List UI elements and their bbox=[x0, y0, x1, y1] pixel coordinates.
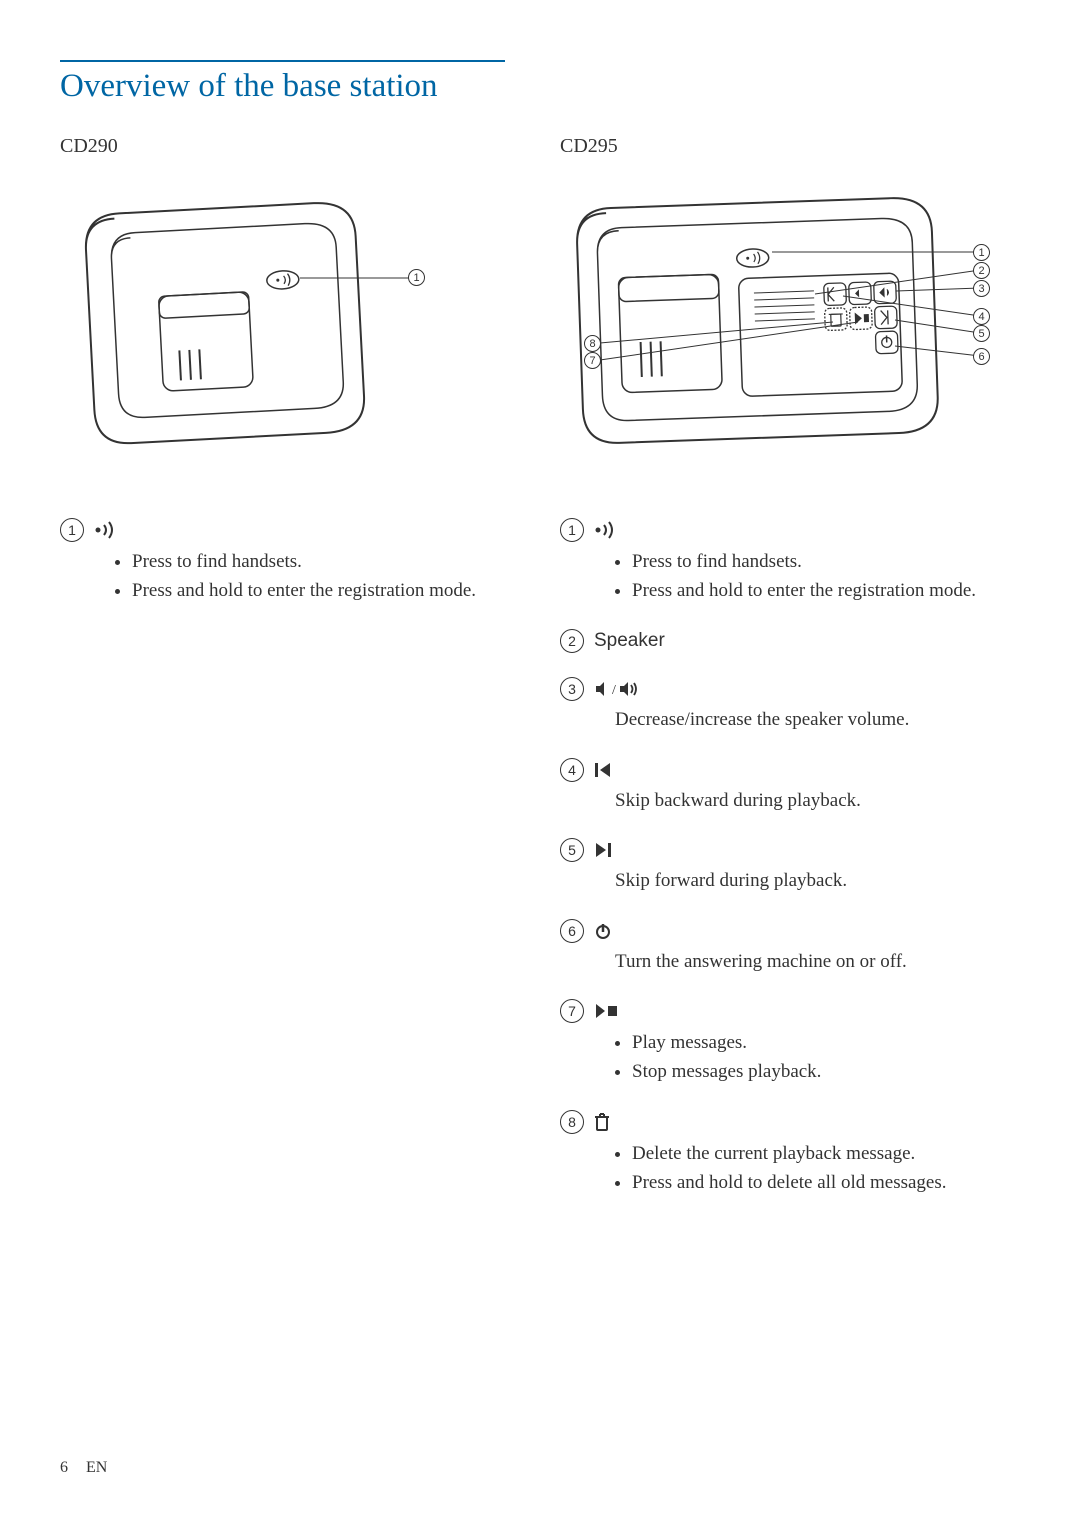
cd290-item-1-bullet-0: Press to find handsets. bbox=[132, 548, 520, 577]
cd295-item-1-bullet-0: Press to find handsets. bbox=[632, 548, 1020, 577]
cd295-c5: 5 bbox=[973, 325, 990, 342]
cd295-item-8: 8 Delete the current playback message. P… bbox=[560, 1110, 1020, 1197]
cd290-item-1-bullet-1: Press and hold to enter the registration… bbox=[132, 577, 520, 606]
cd295-item-3: 3 / Decrease/increase the speaker volum bbox=[560, 677, 1020, 734]
cd295-diagram: 1 2 3 4 5 6 8 7 bbox=[560, 178, 1020, 478]
cd295-c2: 2 bbox=[973, 262, 990, 279]
cd295-item-3-desc: Decrease/increase the speaker volume. bbox=[615, 707, 1020, 734]
cd295-item-4-desc: Skip backward during playback. bbox=[615, 788, 1020, 815]
num-circle: 2 bbox=[560, 629, 584, 653]
cd295-item-7: 7 Play messages. Stop messages playback. bbox=[560, 999, 1020, 1086]
paging-icon bbox=[594, 521, 618, 539]
cd295-c7: 7 bbox=[584, 352, 601, 369]
lang-code: EN bbox=[86, 1459, 107, 1476]
footer: 6 EN bbox=[60, 1459, 107, 1477]
cd295-item-7-bullet-0: Play messages. bbox=[632, 1029, 1020, 1058]
num-circle: 3 bbox=[560, 677, 584, 701]
num-circle: 4 bbox=[560, 758, 584, 782]
num-circle: 5 bbox=[560, 838, 584, 862]
cd295-item-8-bullet-1: Press and hold to delete all old message… bbox=[632, 1169, 1020, 1198]
cd295-item-6-desc: Turn the answering machine on or off. bbox=[615, 949, 1020, 976]
cd295-item-2: 2 Speaker bbox=[560, 629, 1020, 653]
cd295-item-6: 6 Turn the answering machine on or off. bbox=[560, 919, 1020, 976]
skip-fwd-icon bbox=[594, 841, 612, 859]
cd290-callout-1: 1 bbox=[408, 269, 425, 286]
num-circle: 1 bbox=[560, 518, 584, 542]
volume-icon: / bbox=[594, 680, 638, 698]
num-circle: 7 bbox=[560, 999, 584, 1023]
cd295-c6: 6 bbox=[973, 348, 990, 365]
speaker-label: Speaker bbox=[594, 630, 665, 652]
cd295-c3: 3 bbox=[973, 280, 990, 297]
cd295-item-1-bullet-1: Press and hold to enter the registration… bbox=[632, 577, 1020, 606]
cd290-diagram: 1 bbox=[60, 178, 520, 478]
num-circle: 8 bbox=[560, 1110, 584, 1134]
num-circle: 1 bbox=[60, 518, 84, 542]
cd295-item-1: 1 Press to find handsets. Press and hold… bbox=[560, 518, 1020, 605]
cd295-item-7-bullet-1: Stop messages playback. bbox=[632, 1058, 1020, 1087]
page-number: 6 bbox=[60, 1459, 68, 1476]
title-rule bbox=[60, 60, 505, 62]
cd295-c4: 4 bbox=[973, 308, 990, 325]
cd295-item-5: 5 Skip forward during playback. bbox=[560, 838, 1020, 895]
num-circle: 6 bbox=[560, 919, 584, 943]
cd295-item-8-bullet-0: Delete the current playback message. bbox=[632, 1140, 1020, 1169]
cd295-heading: CD295 bbox=[560, 135, 1020, 158]
paging-icon bbox=[94, 521, 118, 539]
skip-back-icon bbox=[594, 761, 612, 779]
power-icon bbox=[594, 922, 612, 940]
cd295-item-4: 4 Skip backward during playback. bbox=[560, 758, 1020, 815]
cd295-c8: 8 bbox=[584, 335, 601, 352]
cd295-item-5-desc: Skip forward during playback. bbox=[615, 868, 1020, 895]
cd295-c1: 1 bbox=[973, 244, 990, 261]
play-stop-icon bbox=[594, 1002, 618, 1020]
page-title: Overview of the base station bbox=[60, 68, 1020, 105]
cd290-item-1: 1 Press to find handsets. Press and hold… bbox=[60, 518, 520, 605]
svg-text:/: / bbox=[612, 683, 616, 698]
delete-icon bbox=[594, 1112, 610, 1132]
cd290-heading: CD290 bbox=[60, 135, 520, 158]
